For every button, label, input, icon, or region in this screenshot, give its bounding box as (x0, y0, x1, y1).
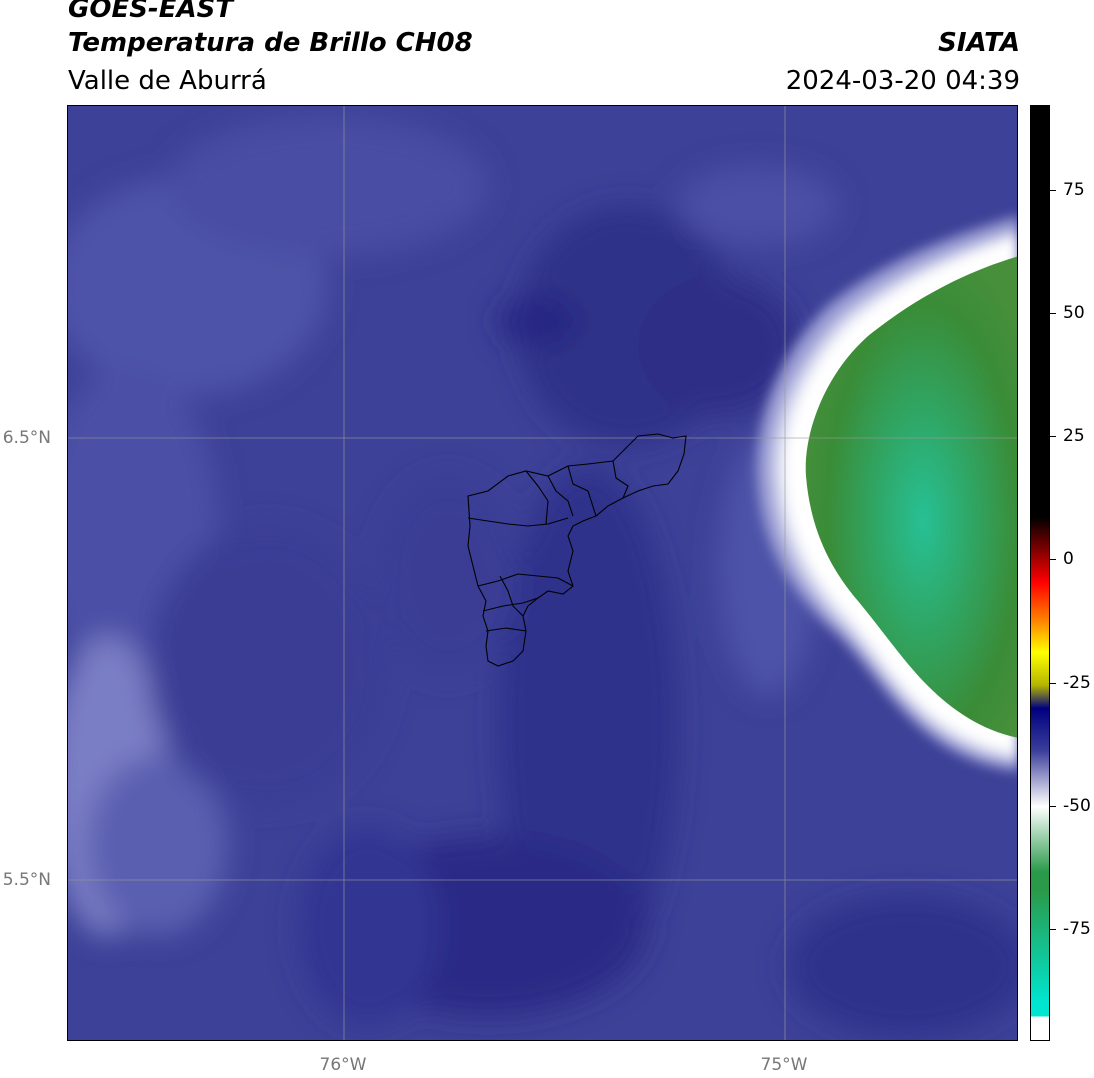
colorbar-label-minus50: -50 (1063, 796, 1091, 816)
colorbar (1030, 105, 1050, 1041)
map-canvas (68, 106, 1017, 1040)
colorbar-tick (1050, 190, 1056, 191)
colorbar-label-0: 0 (1063, 549, 1074, 569)
colorbar-label-50: 50 (1063, 303, 1085, 323)
colorbar-tick (1050, 806, 1056, 807)
title-product: Temperatura de Brillo CH08 (68, 28, 473, 58)
colorbar-label-minus25: -25 (1063, 673, 1091, 693)
graticule (68, 106, 1017, 1040)
lon-label-75w: 75°W (760, 1055, 808, 1075)
colorbar-tick (1050, 929, 1056, 930)
lat-label-6-5: 6.5°N (2, 428, 51, 448)
title-satellite: GOES-EAST (68, 0, 234, 24)
map-panel[interactable] (67, 105, 1018, 1041)
colorbar-tick (1050, 313, 1056, 314)
colorbar-label-75: 75 (1063, 180, 1085, 200)
colorbar-tick (1050, 559, 1056, 560)
subtitle-region: Valle de Aburrá (68, 66, 267, 96)
colorbar-tick (1050, 436, 1056, 437)
colorbar-label-minus75: -75 (1063, 919, 1091, 939)
convective-core (805, 256, 1017, 738)
lat-label-5-5: 5.5°N (2, 870, 51, 890)
municipal-boundaries (467, 433, 687, 667)
lon-label-76w: 76°W (319, 1055, 367, 1075)
colorbar-label-25: 25 (1063, 426, 1085, 446)
cloud-texture (68, 116, 1017, 1036)
colorbar-tick (1050, 683, 1056, 684)
brand-label: SIATA (938, 28, 1020, 58)
timestamp: 2024-03-20 04:39 (785, 66, 1020, 96)
